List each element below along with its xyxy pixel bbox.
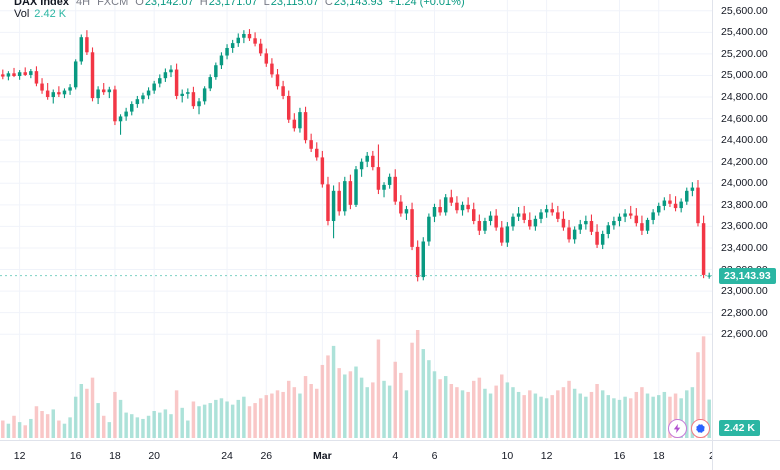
time-tick: 24 — [221, 450, 233, 462]
price-tick: 24,800.00 — [721, 91, 768, 104]
time-tick: 12 — [13, 450, 26, 462]
time-tick: 12 — [540, 450, 553, 462]
current-price-badge[interactable]: 23,143.93 — [719, 267, 776, 284]
current-volume-badge[interactable]: 2.42 K — [719, 420, 760, 436]
price-tick: 25,000.00 — [721, 69, 768, 82]
time-axis[interactable]: 121618202426Mar461012161820 — [0, 440, 721, 470]
time-tick: 18 — [652, 450, 665, 462]
price-tick: 23,400.00 — [721, 241, 768, 254]
axis-corner — [712, 440, 780, 470]
time-tick: 10 — [501, 450, 514, 462]
volume-bars — [1, 330, 711, 438]
time-tick: 16 — [69, 450, 82, 462]
time-tick: 6 — [431, 450, 438, 462]
time-tick: 16 — [613, 450, 626, 462]
candlestick-chart-svg[interactable] — [0, 0, 712, 440]
price-tick: 24,200.00 — [721, 155, 768, 168]
floating-tool-icons[interactable] — [668, 419, 710, 438]
lightning-bolt-icon[interactable] — [668, 419, 687, 438]
time-tick: 18 — [109, 450, 121, 462]
price-tick: 25,600.00 — [721, 4, 768, 17]
price-tick: 24,600.00 — [721, 112, 768, 125]
time-tick: Mar — [313, 450, 332, 462]
candlesticks — [1, 29, 711, 282]
price-tick: 22,800.00 — [721, 306, 768, 319]
time-tick: 26 — [260, 450, 273, 462]
crosshair-target-icon[interactable] — [691, 419, 710, 438]
price-tick: 23,800.00 — [721, 198, 768, 211]
price-tick: 24,000.00 — [721, 177, 768, 190]
price-tick: 23,000.00 — [721, 285, 768, 298]
price-tick: 24,400.00 — [721, 134, 768, 147]
time-tick: 20 — [148, 450, 161, 462]
price-tick: 25,400.00 — [721, 26, 768, 39]
price-tick: 25,200.00 — [721, 47, 768, 60]
price-tick: 23,600.00 — [721, 220, 768, 233]
time-tick: 4 — [392, 450, 399, 462]
chart-plot-area[interactable] — [0, 0, 712, 440]
price-axis[interactable]: 25,600.00 25,400.00 25,200.00 25,000.00 24,8… — [712, 0, 780, 440]
price-tick: 22,600.00 — [721, 328, 768, 341]
